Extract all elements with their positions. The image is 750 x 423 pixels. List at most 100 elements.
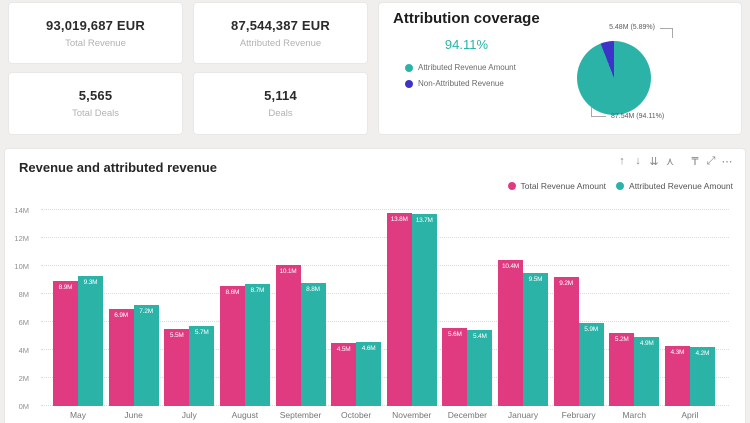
bar-value-label: 5.4M [473,333,487,341]
y-axis-tick-label: 8M [18,290,29,299]
bar-value-label: 8.7M [250,287,265,295]
bar-attributed-revenue-amount[interactable]: 5.7M [189,326,215,406]
y-axis-tick-label: 6M [18,318,29,327]
kpi-grid: 93,019,687 EUR Total Revenue 87,544,387 … [8,2,368,135]
legend-item[interactable]: Total Revenue Amount [507,181,606,191]
y-axis-tick-label: 14M [14,206,29,215]
bar-attributed-revenue-amount[interactable]: 7.2M [133,305,159,406]
kpi-label-attributed-revenue: Attributed Revenue [239,37,322,49]
bar-total-revenue-amount[interactable]: 5.2M [609,333,635,406]
bar-group-july: 5.5M 5.7M July [164,326,215,420]
bar-total-revenue-amount[interactable]: 13.8M [386,212,412,406]
bar-value-label: 8.6M [225,288,240,296]
attribution-pie-chart[interactable] [577,41,651,115]
bar-attributed-revenue-amount[interactable]: 5.9M [578,323,604,406]
bar-group-may: 8.9M 9.3M May [53,275,103,420]
bar-group-november: 13.8M 13.7M November [386,212,437,420]
filter-icon[interactable]: ₸ [691,155,699,168]
legend-dot [616,182,625,190]
drill-down-icon[interactable]: ↓ [635,155,641,167]
pie-slice-label-non-attributed: 5.48M (5.89%) [609,24,655,31]
legend-item[interactable]: Attributed Revenue Amount [616,181,733,191]
bar-value-label: 5.9M [584,326,598,334]
bar-total-revenue-amount[interactable]: 8.9M [53,281,78,406]
drill-next-level-icon[interactable]: ⇊ [649,155,659,168]
legend-item[interactable]: Attributed Revenue Amount [405,63,516,72]
expand-all-icon[interactable]: ⋏ [665,155,675,168]
kpi-label-total-deals: Total Deals [72,108,119,119]
bar-group-june: 6.9M 7.2M June [108,305,159,420]
bar-attributed-revenue-amount[interactable]: 8.8M [300,282,326,406]
legend-label: Attributed Revenue Amount [418,63,516,72]
bar-value-label: 6.9M [114,312,128,320]
legend-item[interactable]: Non-Attributed Revenue [405,79,516,88]
focus-mode-icon[interactable]: ⤢ [706,154,716,167]
bar-value-label: 8.8M [306,285,320,293]
kpi-label-total-revenue: Total Revenue [65,37,126,49]
revenue-chart-panel: Revenue and attributed revenue ↑ ↓ ⇊ ⋏ ₸ ⤢ ⋯ T… [4,148,746,423]
gridline [41,265,729,266]
y-axis-tick-label: 10M [14,262,29,271]
bar-group-october: 4.5M 4.6M October [331,341,382,420]
bar-total-revenue-amount[interactable]: 5.6M [442,327,468,406]
bar-group-december: 5.6M 5.4M December [442,327,493,420]
more-options-icon[interactable]: ⋯ [721,155,733,168]
bar-attributed-revenue-amount[interactable]: 9.5M [523,273,548,406]
bar-value-label: 10.4M [501,263,520,271]
bar-value-label: 5.7M [194,329,209,337]
y-axis-tick-label: 12M [14,234,29,243]
bar-attributed-revenue-amount[interactable]: 4.6M [356,341,382,406]
bar-total-revenue-amount[interactable]: 9.2M [553,277,579,406]
bar-attributed-revenue-amount[interactable]: 4.2M [689,347,715,406]
drill-up-icon[interactable]: ↑ [619,155,625,167]
bar-attributed-revenue-amount[interactable]: 8.7M [244,284,270,406]
bar-total-revenue-amount[interactable]: 10.1M [275,264,301,406]
y-axis-tick-label: 4M [18,346,29,355]
bar-group-february: 9.2M 5.9M February [553,277,604,420]
x-axis-label: March [622,410,647,420]
kpi-label-deals: Deals [268,108,293,119]
bar-value-label: 4.9M [639,340,654,348]
gridline [41,405,729,406]
bar-attributed-revenue-amount[interactable]: 13.7M [411,214,437,406]
bar-total-revenue-amount[interactable]: 5.5M [164,329,190,406]
kpi-value-total-revenue: 93,019,687 EUR [46,17,145,33]
gridline [41,377,729,378]
x-axis-label: August [231,410,259,420]
bar-value-label: 10.1M [279,267,297,275]
bar-attributed-revenue-amount[interactable]: 5.4M [467,330,493,406]
bar-groups: 8.9M 9.3M May 6.9M 7.2M June 5.5M 5.7M July 8.6M 8… [53,210,715,420]
chart-title: Revenue and attributed revenue [19,160,217,175]
attribution-coverage-percent: 94.11% [444,37,489,52]
bar-total-revenue-amount[interactable]: 6.9M [108,309,134,406]
legend-label: Attributed Revenue Amount [629,181,733,191]
y-axis-tick-label: 0M [18,402,29,411]
bar-attributed-revenue-amount[interactable]: 9.3M [78,275,103,406]
legend-dot [405,79,413,88]
bar-value-label: 5.5M [169,332,184,339]
kpi-card-attributed-revenue: 87,544,387 EUR Attributed Revenue [193,2,368,64]
attribution-legend: Attributed Revenue Amount Non-Attributed … [405,63,516,88]
x-axis-label: May [69,410,87,420]
visual-toolbar: ↑ ↓ ⇊ ⋏ ₸ ⤢ ⋯ [614,153,735,169]
bar-total-revenue-amount[interactable]: 4.3M [664,345,690,406]
legend-dot [507,182,516,190]
legend-label: Non-Attributed Revenue [418,79,504,88]
x-axis-label: July [181,410,197,420]
y-axis-tick-label: 2M [18,374,29,383]
bar-value-label: 4.5M [336,346,351,353]
bar-attributed-revenue-amount[interactable]: 4.9M [634,337,660,406]
bar-group-april: 4.3M 4.2M April [664,345,715,420]
bar-value-label: 9.3M [83,278,98,286]
attribution-coverage-card: Attribution coverage 94.11% Attributed R… [378,2,742,135]
bar-chart-legend: Total Revenue Amount Attributed Revenue A… [507,181,733,191]
bar-total-revenue-amount[interactable]: 10.4M [498,260,523,406]
bar-total-revenue-amount[interactable]: 4.5M [331,343,357,406]
bar-value-label: 8.9M [58,284,73,292]
kpi-value-attributed-revenue: 87,544,387 EUR [231,17,330,33]
bar-total-revenue-amount[interactable]: 8.6M [219,285,245,406]
pie-slice-label-attributed: 87.54M (94.11%) [611,113,665,120]
gridline [41,209,729,210]
x-axis-label: September [279,410,322,420]
bar-value-label: 4.6M [361,344,376,352]
